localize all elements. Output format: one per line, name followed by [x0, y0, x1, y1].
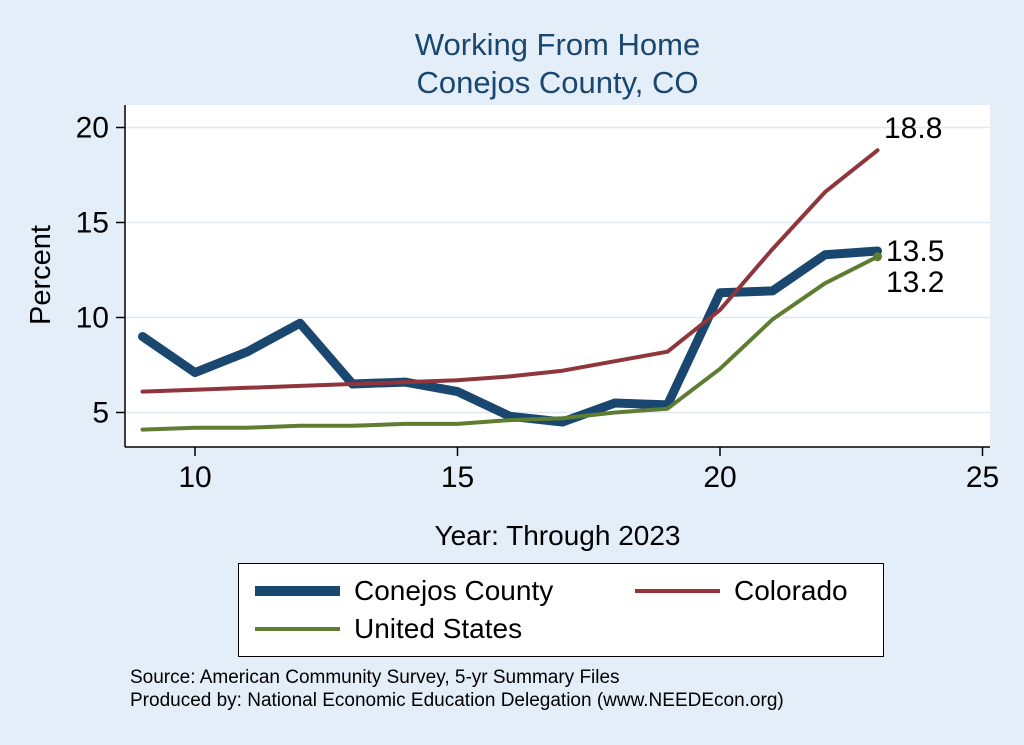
- y-tick-label: 10: [76, 302, 109, 335]
- producer-line: Produced by: National Economic Education…: [130, 690, 784, 711]
- us-endpoint-marker: [873, 252, 882, 262]
- x-tick-label: 25: [966, 461, 999, 494]
- legend-swatch-colorado: [635, 589, 720, 593]
- source-notes: Source: American Community Survey, 5-yr …: [130, 666, 784, 712]
- series-line: [140, 148, 880, 394]
- legend-label-conejos-county: Conejos County: [354, 575, 554, 606]
- legend-item-united-states: United States: [255, 613, 635, 645]
- source-line: Source: American Community Survey, 5-yr …: [130, 667, 620, 688]
- legend-swatch-conejos-county: [255, 586, 340, 596]
- legend-item-conejos-county: Conejos County: [255, 575, 635, 607]
- end-label-colorado: 18.8: [884, 112, 943, 145]
- x-tick-label: 20: [703, 461, 736, 494]
- series-line: [140, 254, 880, 432]
- legend-label-colorado: Colorado: [734, 575, 848, 606]
- x-axis-label: Year: Through 2023: [434, 520, 681, 551]
- chart-title-line2: Conejos County, CO: [416, 65, 699, 100]
- x-tick-label: 10: [178, 461, 211, 494]
- legend: Conejos County Colorado United States: [238, 563, 884, 657]
- plot-background: [125, 105, 990, 447]
- chart-title: Working From Home Conejos County, CO: [125, 26, 990, 102]
- legend-swatch-united-states: [255, 627, 340, 631]
- chart-title-line1: Working From Home: [414, 27, 701, 62]
- y-tick-label: 5: [92, 397, 109, 430]
- y-tick-label: 15: [76, 207, 109, 240]
- y-axis-label: Percent: [25, 225, 57, 325]
- legend-item-colorado: Colorado: [635, 575, 883, 607]
- y-tick-label: 20: [76, 112, 109, 145]
- end-label-conejos-county: 13.5: [886, 235, 945, 268]
- end-label-united-states: 13.2: [886, 266, 945, 299]
- legend-label-united-states: United States: [354, 613, 523, 644]
- series-line: [138, 246, 882, 427]
- x-tick-label: 15: [441, 461, 474, 494]
